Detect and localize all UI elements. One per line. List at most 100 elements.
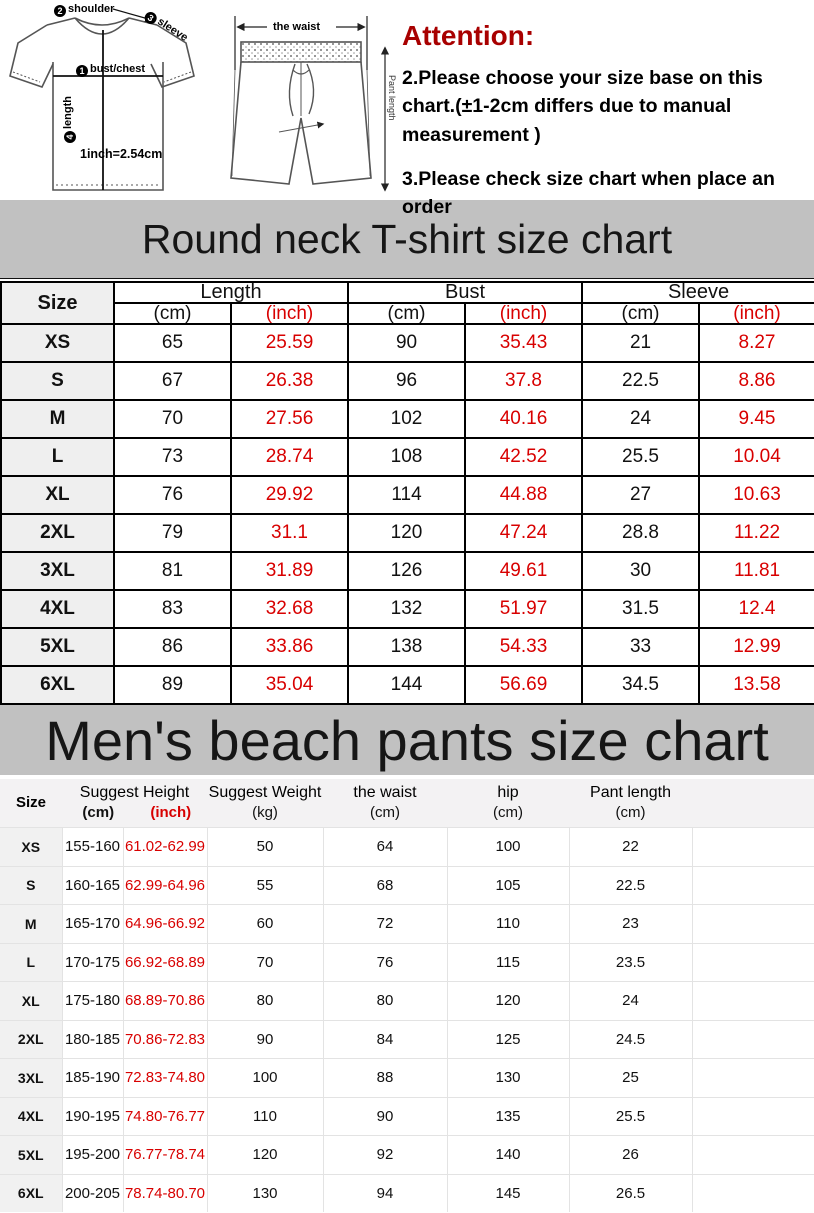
cell-sleeve-inch: 8.27: [698, 323, 814, 363]
cell-pant-length-cm: 24: [568, 981, 693, 1021]
table-row: L 73 28.74 108 42.52 25.5 10.04: [0, 437, 814, 477]
cell-sleeve-cm: 34.5: [581, 665, 701, 705]
pants-header-height: Suggest Height (cm) (inch): [62, 779, 207, 828]
cell-bust-cm: 120: [347, 513, 467, 553]
cell-size: L: [0, 437, 115, 477]
right-sleeve: [150, 24, 195, 88]
collar-outer: [74, 17, 130, 26]
cell-height-inch: 72.83-74.80: [122, 1058, 208, 1098]
pants-header-empty: [692, 779, 814, 828]
tshirt-header-length: Length: [112, 281, 350, 304]
cell-weight-kg: 60: [206, 904, 324, 944]
cell-length-inch: 33.86: [229, 627, 350, 667]
cell-height-inch: 78.74-80.70: [122, 1173, 208, 1213]
table-row: 3XL 81 31.89 126 49.61 30 11.81: [0, 551, 814, 591]
shoulder-label: 2 shoulder: [54, 3, 114, 17]
cell-weight-kg: 55: [206, 865, 324, 905]
bust-label: 1 bust/chest: [76, 63, 145, 77]
cell-waist-cm: 80: [322, 981, 448, 1021]
cell-size: 2XL: [0, 513, 115, 553]
cell-height-inch: 62.99-64.96: [122, 865, 208, 905]
pants-chart-title-band: Men's beach pants size chart: [0, 705, 814, 775]
cell-bust-inch: 40.16: [464, 399, 584, 439]
cell-bust-inch: 35.43: [464, 323, 584, 363]
cell-length-inch: 25.59: [229, 323, 350, 363]
unit-cm: (cm): [581, 302, 701, 325]
attention-note-3: 3.Please check size chart when place an …: [402, 167, 775, 219]
cell-weight-kg: 120: [206, 1135, 324, 1175]
cell-pant-length-cm: 22: [568, 827, 693, 867]
cell-hip-cm: 115: [446, 942, 570, 982]
cell-hip-cm: 100: [446, 827, 570, 867]
cell-size: 3XL: [0, 1058, 63, 1098]
cell-size: XS: [0, 323, 115, 363]
cell-length-inch: 26.38: [229, 361, 350, 401]
cell-pant-length-cm: 23.5: [568, 942, 693, 982]
table-row: S 160-165 62.99-64.96 55 68 105 22.5: [0, 865, 814, 905]
table-row: 5XL 86 33.86 138 54.33 33 12.99: [0, 627, 814, 667]
cell-length-inch: 31.1: [229, 513, 350, 553]
tshirt-header-unit-row: (cm) (inch) (cm) (inch) (cm) (inch): [1, 302, 814, 325]
attention-note-2: 2.Please choose your size base on this c…: [402, 67, 763, 146]
table-row: XL 175-180 68.89-70.86 80 80 120 24: [0, 981, 814, 1021]
length-label: 4length: [62, 96, 76, 143]
tshirt-header-bust: Bust: [347, 281, 584, 304]
empty-cell: [691, 1135, 814, 1175]
table-row: 6XL 89 35.04 144 56.69 34.5 13.58: [0, 665, 814, 705]
cell-height-cm: 160-165: [61, 865, 124, 905]
cell-length-inch: 32.68: [229, 589, 350, 629]
cell-weight-kg: 130: [206, 1173, 324, 1213]
tshirt-chart-title-band: Round neck T-shirt size chart: [0, 200, 814, 278]
collar-inner: [74, 17, 130, 35]
cell-bust-inch: 37.8: [464, 361, 584, 401]
cell-height-inch: 74.80-76.77: [122, 1096, 208, 1136]
cell-height-cm: 185-190: [61, 1058, 124, 1098]
cell-height-inch: 64.96-66.92: [122, 904, 208, 944]
pants-header-row: Size Suggest Height (cm) (inch) Suggest …: [0, 779, 814, 828]
empty-cell: [691, 1173, 814, 1213]
cell-height-cm: 190-195: [61, 1096, 124, 1136]
cell-waist-cm: 76: [322, 942, 448, 982]
cell-sleeve-cm: 22.5: [581, 361, 701, 401]
cell-length-inch: 27.56: [229, 399, 350, 439]
cell-size: 4XL: [0, 589, 115, 629]
cell-bust-cm: 132: [347, 589, 467, 629]
cell-sleeve-cm: 21: [581, 323, 701, 363]
cell-length-inch: 31.89: [229, 551, 350, 591]
badge-2-icon: 2: [54, 5, 66, 17]
right-cuff-stitch: [163, 71, 192, 83]
table-row: XL 76 29.92 114 44.88 27 10.63: [0, 475, 814, 515]
pants-header-waist: the waist (cm): [323, 779, 447, 828]
cell-length-cm: 86: [113, 627, 232, 667]
cell-waist-cm: 72: [322, 904, 448, 944]
cell-length-cm: 81: [113, 551, 232, 591]
cell-waist-cm: 90: [322, 1096, 448, 1136]
cell-size: M: [0, 399, 115, 439]
unit-inch: (inch): [150, 804, 192, 821]
drawstring-knot: [292, 69, 310, 75]
cell-sleeve-inch: 12.4: [698, 589, 814, 629]
waistband: [240, 41, 362, 63]
pants-header-size: Size: [0, 779, 62, 828]
cell-height-inch: 66.92-68.89: [122, 942, 208, 982]
pants-size-table: Size Suggest Height (cm) (inch) Suggest …: [0, 779, 814, 1213]
table-row: L 170-175 66.92-68.89 70 76 115 23.5: [0, 942, 814, 982]
cell-size: S: [0, 361, 115, 401]
table-row: M 70 27.56 102 40.16 24 9.45: [0, 399, 814, 439]
unit-inch: (inch): [464, 302, 584, 325]
attention-title: Attention:: [402, 20, 535, 51]
cell-height-inch: 76.77-78.74: [122, 1135, 208, 1175]
cell-length-inch: 35.04: [229, 665, 350, 705]
cell-waist-cm: 84: [322, 1019, 448, 1059]
cell-sleeve-inch: 11.22: [698, 513, 814, 553]
cell-height-cm: 175-180: [61, 981, 124, 1021]
cell-waist-cm: 88: [322, 1058, 448, 1098]
cell-hip-cm: 110: [446, 904, 570, 944]
unit-cm: (cm): [347, 302, 467, 325]
cell-pant-length-cm: 24.5: [568, 1019, 693, 1059]
table-row: 4XL 190-195 74.80-76.77 110 90 135 25.5: [0, 1096, 814, 1136]
cell-bust-cm: 144: [347, 665, 467, 705]
tshirt-header-sleeve: Sleeve: [581, 281, 814, 304]
cell-height-inch: 61.02-62.99: [122, 827, 208, 867]
